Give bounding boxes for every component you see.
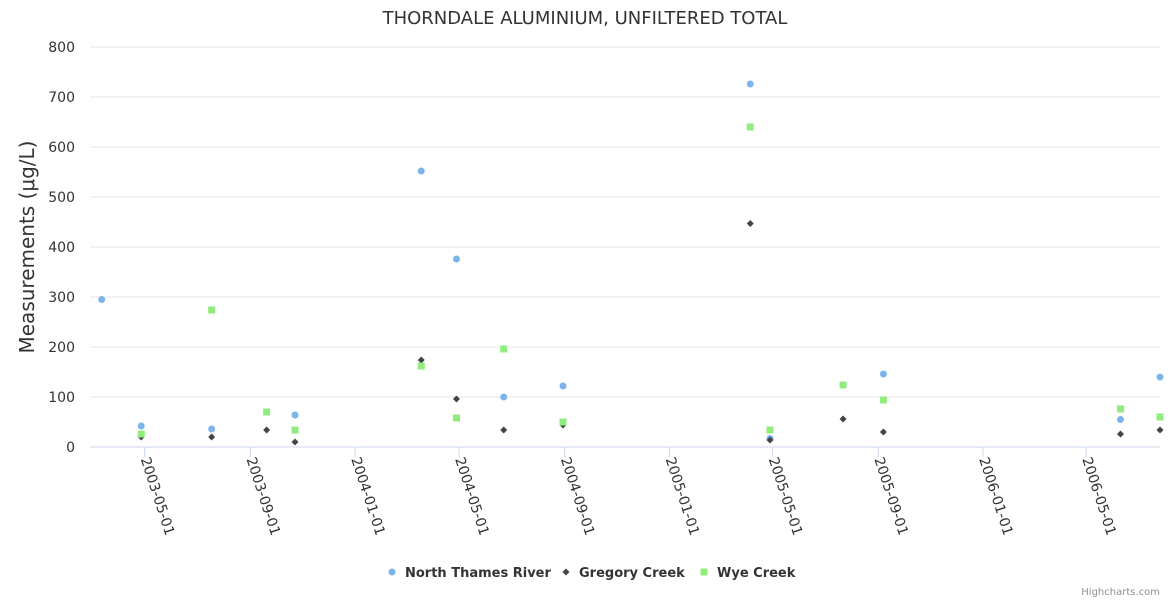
legend-item[interactable]: Wye Creek [700, 566, 796, 581]
legend-label: Gregory Creek [579, 566, 685, 581]
data-point[interactable] [291, 426, 299, 434]
x-tick-label: 2006-05-01 [1078, 455, 1118, 537]
data-point[interactable] [746, 80, 754, 88]
data-point[interactable] [500, 345, 508, 353]
x-tick-label: 2005-09-01 [870, 455, 910, 537]
series-gregory-creek [137, 220, 1164, 446]
y-axis-ticks: 0 100 200 300 400 500 600 700 800 [48, 40, 75, 456]
data-point[interactable] [417, 362, 425, 370]
data-point[interactable] [1116, 405, 1124, 413]
y-tick-label: 700 [48, 90, 75, 106]
x-tick-label: 2004-05-01 [451, 455, 491, 537]
data-point[interactable] [1156, 426, 1164, 434]
legend: North Thames River Gregory Creek Wye Creek [388, 566, 796, 581]
data-point[interactable] [839, 381, 847, 389]
legend-item[interactable]: North Thames River [388, 566, 552, 581]
legend-marker[interactable] [700, 568, 708, 576]
x-tick-label: 2003-09-01 [243, 455, 283, 537]
data-point[interactable] [417, 356, 425, 364]
data-point[interactable] [746, 220, 754, 227]
data-point[interactable] [291, 411, 299, 419]
data-point[interactable] [879, 396, 887, 404]
data-point[interactable] [1116, 416, 1124, 423]
data-point[interactable] [208, 425, 216, 433]
x-tick-label: 2003-05-01 [137, 455, 177, 537]
data-point[interactable] [839, 415, 847, 423]
x-tick-label: 2006-01-01 [975, 455, 1015, 537]
plot-area [98, 80, 1164, 446]
series-wye-creek [137, 123, 1164, 438]
data-point[interactable] [500, 393, 508, 401]
data-point[interactable] [1156, 413, 1164, 421]
legend-marker[interactable] [388, 568, 396, 576]
gridlines [90, 46, 1160, 448]
y-tick-label: 500 [48, 190, 75, 206]
y-tick-label: 800 [48, 40, 75, 56]
data-point[interactable] [559, 382, 567, 390]
data-point[interactable] [137, 422, 145, 430]
data-point[interactable] [291, 438, 299, 446]
data-point[interactable] [208, 306, 216, 314]
y-tick-label: 0 [66, 440, 75, 456]
x-tick-label: 2005-05-01 [765, 455, 805, 537]
series-north-thames-river [98, 80, 1164, 442]
x-tick-label: 2004-01-01 [347, 455, 387, 537]
data-point[interactable] [452, 414, 460, 422]
data-point[interactable] [746, 123, 754, 131]
x-tick-label: 2004-09-01 [557, 455, 597, 537]
data-point[interactable] [879, 370, 887, 378]
x-tick-label: 2005-01-01 [662, 455, 702, 537]
legend-marker[interactable] [562, 568, 570, 576]
data-point[interactable] [263, 408, 271, 416]
data-point[interactable] [452, 395, 460, 403]
data-point[interactable] [208, 433, 216, 441]
data-point[interactable] [766, 426, 774, 434]
data-point[interactable] [263, 426, 271, 434]
legend-item[interactable]: Gregory Creek [562, 566, 686, 581]
data-point[interactable] [1116, 430, 1124, 438]
y-tick-label: 400 [48, 240, 75, 256]
credits-link[interactable]: Highcharts.com [1081, 587, 1160, 598]
data-point[interactable] [1156, 373, 1164, 381]
data-point[interactable] [766, 436, 774, 444]
chart-title: THORNDALE ALUMINIUM, UNFILTERED TOTAL [382, 8, 788, 29]
data-point[interactable] [452, 255, 460, 263]
data-point[interactable] [879, 428, 887, 436]
x-axis-ticks: 2003-05-01 2003-09-01 2004-01-01 2004-05-01… [137, 447, 1119, 538]
data-point[interactable] [500, 426, 508, 434]
y-tick-label: 100 [48, 390, 75, 406]
y-tick-label: 300 [48, 290, 75, 306]
y-tick-label: 200 [48, 340, 75, 356]
data-point[interactable] [98, 296, 106, 303]
legend-label: Wye Creek [717, 566, 796, 581]
y-tick-label: 600 [48, 140, 75, 156]
data-point[interactable] [417, 167, 425, 175]
data-point[interactable] [137, 430, 145, 438]
legend-label: North Thames River [405, 566, 551, 581]
data-point[interactable] [559, 418, 567, 426]
y-axis-label: Measurements (μg/L) [15, 141, 39, 354]
